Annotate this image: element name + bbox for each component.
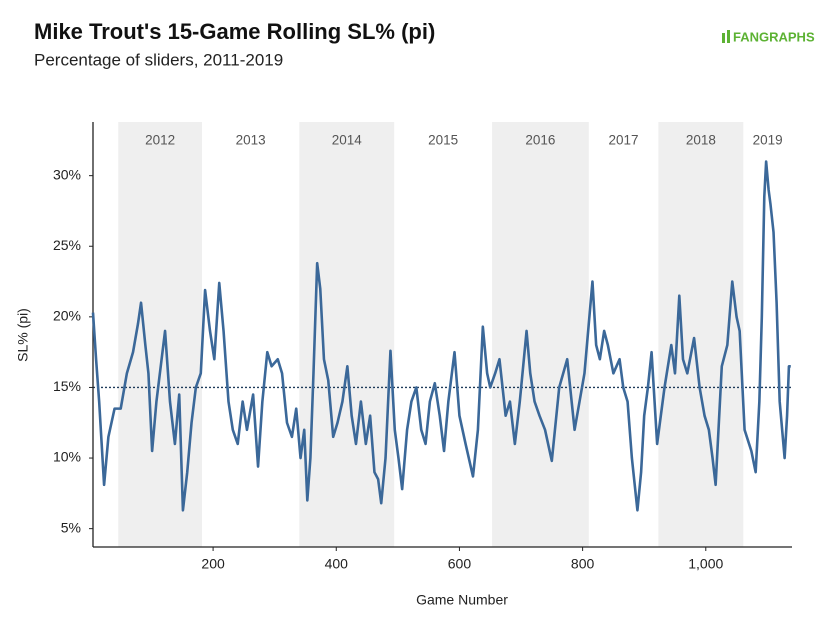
y-tick-label: 10% [53,449,81,465]
x-tick-label: 400 [325,556,349,572]
year-label: 2019 [753,133,783,148]
y-tick-label: 5% [61,519,81,535]
year-label: 2015 [428,133,458,148]
chart-subtitle: Percentage of sliders, 2011-2019 [34,50,283,69]
year-band [658,122,744,547]
logo-icon [722,33,725,43]
year-label: 2017 [609,133,639,148]
year-label: 2013 [236,133,266,148]
logo: FANGRAPHS [722,29,815,44]
y-tick-label: 30% [53,166,81,182]
year-label: 2016 [525,133,555,148]
y-tick-label: 20% [53,308,81,324]
x-tick-label: 1,000 [688,556,723,572]
y-axis-label: SL% (pi) [15,308,31,362]
x-tick-label: 800 [571,556,595,572]
y-tick-label: 15% [53,378,81,394]
data-line [91,160,791,512]
y-tick-label: 25% [53,237,81,253]
logo-icon [727,30,730,43]
plot-area: 2012 2013 2014 2015 2016 2017 2018 2019 5% 10% 15%… [53,122,792,572]
year-band [492,122,589,547]
logo-text: FANGRAPHS [733,29,815,44]
year-band [118,122,203,547]
year-label: 2012 [145,133,175,148]
year-label: 2014 [332,133,363,148]
year-label: 2018 [686,133,716,148]
chart-title: Mike Trout's 15-Game Rolling SL% (pi) [34,19,435,44]
x-tick-label: 600 [448,556,472,572]
x-axis-label: Game Number [416,592,508,608]
x-tick-label: 200 [201,556,225,572]
